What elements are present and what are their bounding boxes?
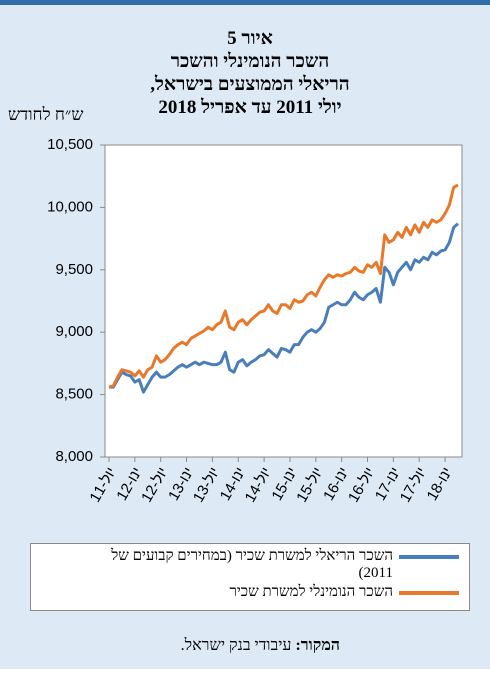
y-tick-label: 9,500 bbox=[55, 261, 93, 278]
legend-label: השכר הריאלי למשרת שכיר (במחירים קבועים ש… bbox=[111, 548, 393, 581]
legend-item: השכר הנומינלי למשרת שכיר bbox=[93, 584, 459, 601]
x-tick-label: יול-13 bbox=[190, 464, 223, 505]
x-tick-label: יול-17 bbox=[397, 464, 430, 505]
x-tick-label: ינו-18 bbox=[424, 464, 456, 503]
title: איור 5 השכר הנומינלי והשכר הריאלי הממוצע… bbox=[90, 27, 410, 119]
title-line: השכר הנומינלי והשכר bbox=[170, 51, 330, 72]
legend-swatch bbox=[399, 591, 459, 595]
source-label: המקור: bbox=[295, 637, 340, 654]
source: המקור: עיבודי בנק ישראל. bbox=[181, 637, 340, 655]
x-tick-label: יול-15 bbox=[293, 464, 326, 505]
series-line bbox=[108, 183, 459, 389]
y-tick-label: 8,000 bbox=[55, 448, 93, 465]
legend: השכר הריאלי למשרת שכיר (במחירים קבועים ש… bbox=[30, 543, 470, 611]
y-tick-label: 10,500 bbox=[47, 136, 93, 153]
legend-item: השכר הריאלי למשרת שכיר (במחירים קבועים ש… bbox=[93, 548, 459, 582]
chart: 8,000 8,500 9,000 9,500 10,000 10,500 יול-11 ינ… bbox=[47, 136, 463, 505]
legend-swatch bbox=[399, 555, 459, 559]
plot-area bbox=[104, 144, 463, 458]
x-tick-label: יול-14 bbox=[242, 464, 275, 505]
y-tick-label: 9,000 bbox=[55, 323, 93, 340]
y-tick-label: 10,000 bbox=[47, 198, 93, 215]
title-line: הריאלי הממוצעים בישראל, bbox=[150, 74, 350, 95]
title-line: יולי 2011 עד אפריל 2018 bbox=[158, 97, 342, 118]
figure-number: איור 5 bbox=[227, 28, 273, 49]
x-tick-label: יול-12 bbox=[138, 464, 171, 505]
series-line bbox=[109, 222, 459, 394]
y-axis-label: ש״ח לחודש bbox=[8, 105, 84, 124]
x-tick-label: יול-11 bbox=[86, 464, 119, 505]
y-tick-label: 8,500 bbox=[55, 386, 93, 403]
x-tick-label: יול-16 bbox=[345, 464, 378, 505]
source-text: עיבודי בנק ישראל. bbox=[180, 637, 292, 654]
legend-label: השכר הנומינלי למשרת שכיר bbox=[229, 584, 394, 600]
